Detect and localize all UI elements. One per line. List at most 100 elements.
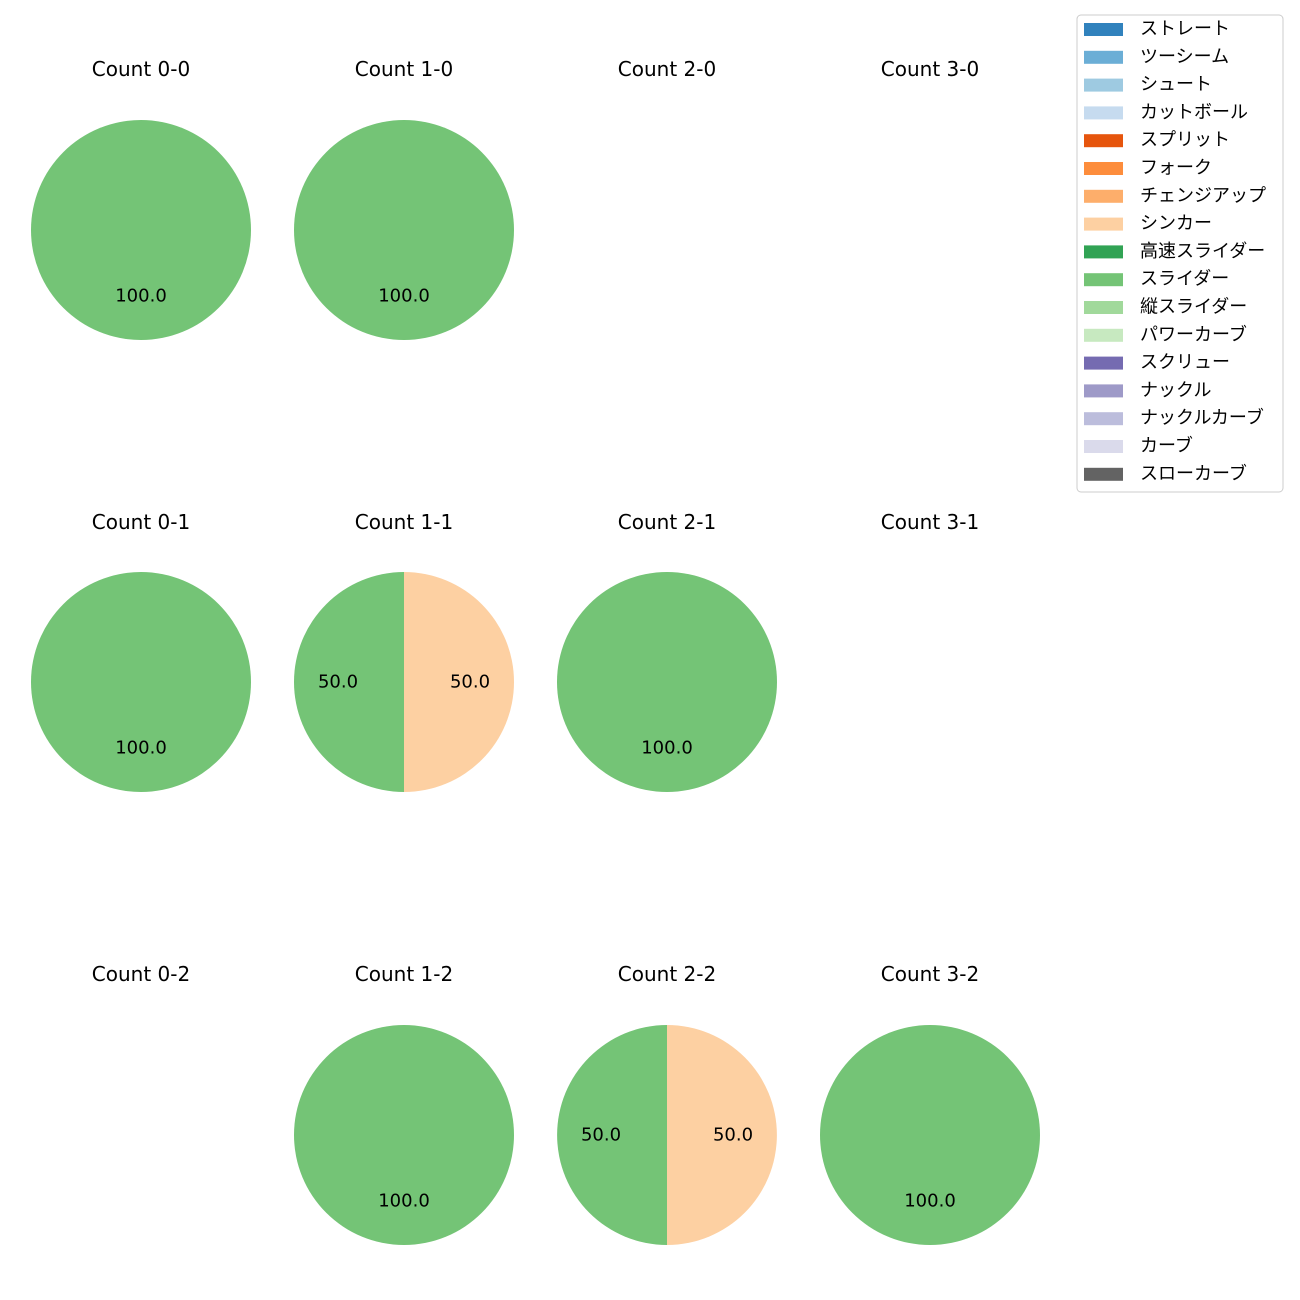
pie-slice (820, 1025, 1040, 1245)
legend-label: ツーシーム (1140, 46, 1229, 67)
legend-item: シンカー (1084, 213, 1212, 234)
legend-item: パワーカーブ (1084, 323, 1247, 345)
panel-title: Count 2-1 (618, 510, 716, 534)
legend-item: ナックル (1084, 380, 1211, 401)
legend-item: スローカーブ (1084, 462, 1247, 484)
legend-item: ストレート (1084, 19, 1230, 40)
legend-swatch (1084, 50, 1123, 64)
legend-items: ストレートツーシームシュートカットボールスプリットフォークチェンジアップシンカー… (1084, 19, 1266, 484)
pie-slice (294, 572, 404, 792)
legend-label: ストレート (1140, 19, 1230, 40)
legend-label: スライダー (1140, 269, 1229, 290)
panel-title: Count 2-0 (618, 57, 716, 81)
slice-label: 50.0 (713, 1125, 753, 1146)
legend-swatch (1084, 356, 1123, 370)
legend-item: スクリュー (1084, 352, 1230, 373)
pie-slice (294, 120, 514, 340)
legend-swatch (1084, 245, 1123, 259)
legend-item: 縦スライダー (1084, 297, 1247, 318)
legend-label: チェンジアップ (1140, 185, 1266, 206)
pie-panel: Count 1-1 50.0 50.0 (294, 510, 514, 792)
legend-item: スプリット (1084, 130, 1230, 151)
slice-label: 100.0 (641, 738, 693, 759)
pie-panel: Count 3-2 100.0 (820, 962, 1040, 1245)
legend-swatch (1084, 273, 1123, 287)
legend-swatch (1084, 412, 1123, 426)
legend-label: ナックル (1140, 380, 1211, 401)
legend-swatch (1084, 328, 1123, 342)
legend-item: ナックルカーブ (1084, 407, 1264, 429)
legend-swatch (1084, 301, 1123, 314)
legend-label: パワーカーブ (1140, 323, 1247, 345)
pie-slice (294, 1025, 514, 1245)
panel-title: Count 1-1 (355, 510, 453, 534)
legend-item: シュート (1084, 74, 1212, 95)
panel-title: Count 1-0 (355, 57, 453, 81)
legend-swatch (1084, 106, 1123, 120)
pie-panel: Count 3-0 (881, 57, 979, 81)
pie-panels: Count 0-0 100.0 Count 1-0 100.0 Count 2-0 Cou… (31, 57, 1040, 1245)
legend-swatch (1084, 440, 1123, 453)
panel-title: Count 0-2 (92, 962, 190, 986)
legend-label: シンカー (1140, 213, 1212, 234)
legend-label: カーブ (1140, 435, 1193, 457)
pie-panel: Count 0-2 (92, 962, 190, 986)
legend-item: カットボール (1084, 102, 1248, 123)
legend-label: ナックルカーブ (1140, 407, 1264, 429)
panel-title: Count 2-2 (618, 962, 716, 986)
panel-title: Count 3-1 (881, 510, 979, 534)
pie-slice (557, 1025, 667, 1245)
pie-panel: Count 0-0 100.0 (31, 57, 251, 340)
legend-swatch (1084, 78, 1123, 92)
slice-label: 100.0 (378, 286, 430, 307)
legend-frame (1076, 14, 1284, 493)
pie-panel: Count 3-1 (881, 510, 979, 534)
legend-swatch (1084, 189, 1123, 203)
panel-title: Count 1-2 (355, 962, 453, 986)
legend-label: 高速スライダー (1140, 241, 1265, 262)
legend-swatch (1084, 23, 1123, 36)
pie-panel: Count 2-2 50.0 50.0 (557, 962, 777, 1245)
legend-label: スプリット (1140, 130, 1230, 151)
pie-panel: Count 2-1 100.0 (557, 510, 777, 792)
pie-slice (31, 572, 251, 792)
legend-swatch (1084, 467, 1123, 481)
legend-item: 高速スライダー (1084, 241, 1265, 262)
slice-label: 50.0 (318, 672, 358, 693)
legend-label: スクリュー (1140, 352, 1230, 373)
pie-panel: Count 0-1 100.0 (31, 510, 251, 792)
panel-title: Count 0-1 (92, 510, 190, 534)
legend-label: フォーク (1140, 158, 1212, 179)
slice-label: 100.0 (904, 1191, 956, 1212)
legend-item: フォーク (1084, 158, 1212, 179)
panel-title: Count 0-0 (92, 57, 190, 81)
pie-slice (667, 1025, 777, 1245)
pie-panel: Count 1-0 100.0 (294, 57, 514, 340)
legend-label: スローカーブ (1140, 462, 1247, 484)
pie-panel: Count 2-0 (618, 57, 716, 81)
legend-item: スライダー (1084, 269, 1229, 290)
legend-swatch (1084, 384, 1123, 398)
pie-slice (31, 120, 251, 340)
slice-label: 100.0 (115, 738, 167, 759)
legend-swatch (1084, 217, 1123, 231)
legend: ストレートツーシームシュートカットボールスプリットフォークチェンジアップシンカー… (1076, 14, 1284, 493)
slice-label: 50.0 (450, 672, 490, 693)
pie-slice (557, 572, 777, 792)
legend-item: カーブ (1084, 435, 1193, 457)
panel-title: Count 3-2 (881, 962, 979, 986)
legend-item: チェンジアップ (1084, 185, 1266, 206)
pie-panel: Count 1-2 100.0 (294, 962, 514, 1245)
panel-title: Count 3-0 (881, 57, 979, 81)
legend-label: カットボール (1140, 102, 1248, 123)
pie-slice (404, 572, 514, 792)
legend-label: 縦スライダー (1140, 297, 1247, 318)
slice-label: 100.0 (115, 286, 167, 307)
legend-item: ツーシーム (1084, 46, 1229, 67)
slice-label: 100.0 (378, 1191, 430, 1212)
legend-label: シュート (1140, 74, 1212, 95)
legend-swatch (1084, 162, 1123, 175)
slice-label: 50.0 (581, 1125, 621, 1146)
legend-swatch (1084, 134, 1123, 148)
